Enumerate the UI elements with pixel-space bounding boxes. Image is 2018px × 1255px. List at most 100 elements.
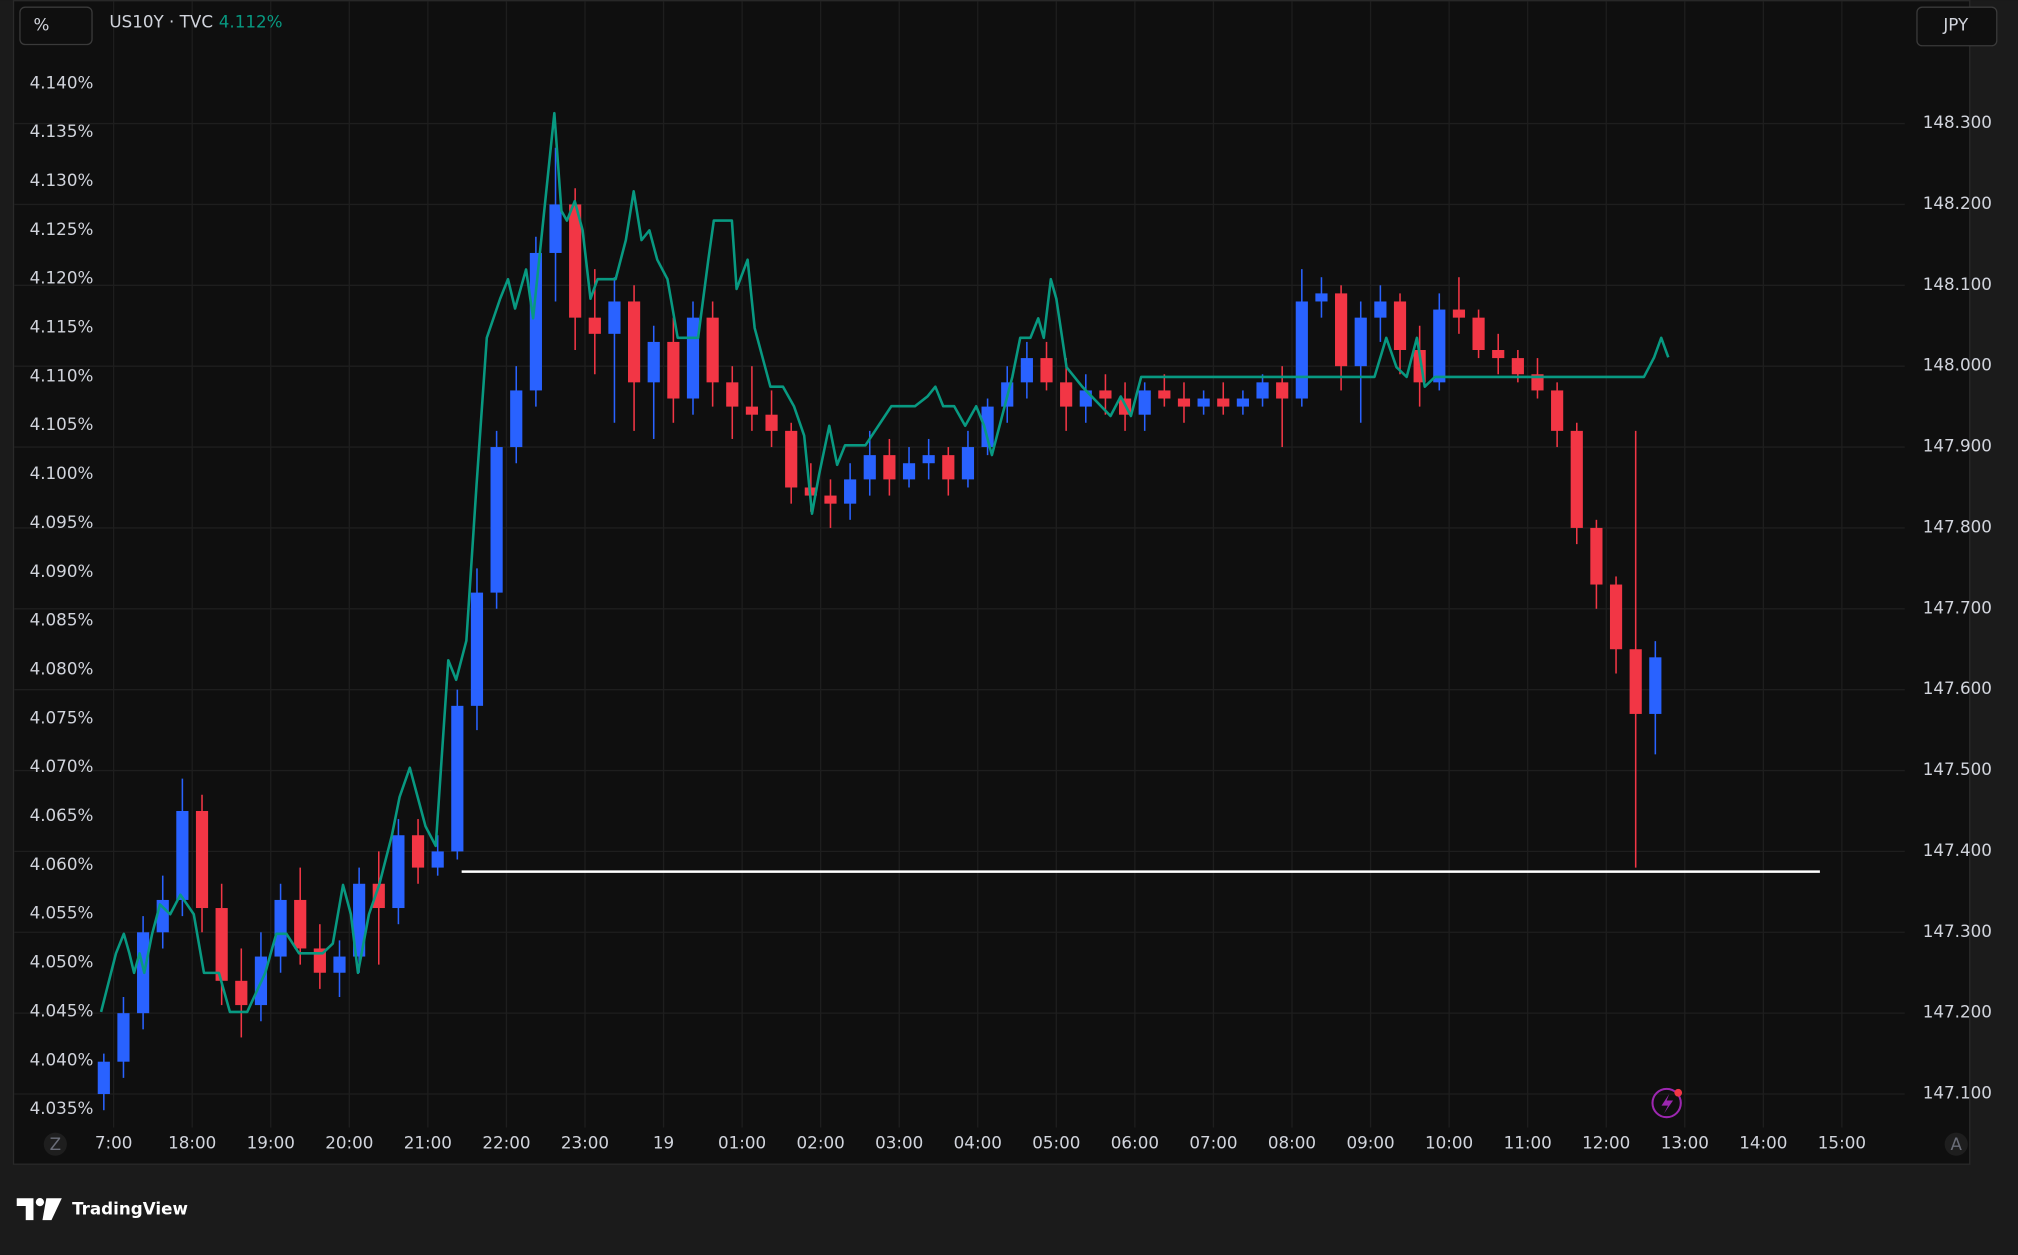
candle-body (922, 455, 935, 464)
y-tick-label: 4.105% (30, 414, 94, 434)
y-tick-label: 4.045% (30, 1000, 94, 1020)
x-tick-label: 02:00 (797, 1133, 845, 1153)
x-tick-label: 05:00 (1032, 1133, 1080, 1153)
candle-body (235, 980, 248, 1006)
chart-panel (12, 0, 1971, 1165)
x-tick-label: 07:00 (1189, 1133, 1237, 1153)
y2-tick-label: 148.000 (1923, 355, 1992, 375)
candle-body (745, 406, 759, 415)
candle-body (1551, 390, 1564, 431)
currency-label: JPY (1942, 14, 1969, 34)
candle-body (1099, 390, 1112, 399)
x-tick-label: 14:00 (1739, 1133, 1787, 1153)
candle-body (608, 301, 621, 334)
y-tick-label: 4.075% (30, 707, 94, 727)
candle-body (1472, 317, 1485, 350)
candle-body (470, 592, 484, 706)
candle-body (195, 810, 209, 909)
candle-body (1433, 309, 1446, 383)
y-tick-label: 4.065% (30, 805, 94, 825)
candle-body (333, 956, 346, 973)
candle-body (411, 835, 425, 868)
candle-body (785, 430, 798, 488)
candle-body (529, 252, 542, 391)
candle-body (392, 835, 405, 909)
candle-body (1177, 398, 1191, 407)
candle-body (1217, 398, 1230, 407)
legend-value: 4.112% (219, 12, 283, 32)
y-tick-label: 4.050% (30, 952, 94, 972)
candle-body (706, 317, 719, 383)
x-tick-label: 21:00 (404, 1133, 452, 1153)
candle-body (824, 495, 837, 504)
auto-scale-button[interactable] (1944, 1132, 1968, 1156)
candle-body (1256, 382, 1269, 399)
candle-body (1492, 349, 1505, 359)
y-tick-label: 4.080% (30, 659, 94, 679)
candle-body (765, 414, 778, 431)
x-tick-label: 10:00 (1425, 1133, 1473, 1153)
alert-icon[interactable] (1651, 1087, 1683, 1119)
x-tick-label: 01:00 (718, 1133, 766, 1153)
candle-body (1276, 382, 1289, 399)
y2-tick-label: 147.400 (1923, 840, 1992, 860)
x-tick-label: 23:00 (561, 1133, 609, 1153)
candle-body (549, 204, 562, 253)
candle-body (883, 455, 896, 480)
candle-body (1060, 382, 1073, 407)
candle-body (294, 899, 307, 949)
candle-body (1138, 390, 1151, 415)
candle-body (451, 705, 464, 852)
x-tick-label: 19:00 (247, 1133, 295, 1153)
brand-logo (16, 1198, 62, 1221)
y-tick-label: 4.090% (30, 561, 94, 581)
candle-body (1335, 293, 1348, 367)
x-tick-label: 08:00 (1268, 1133, 1316, 1153)
y-tick-label: 4.130% (30, 170, 94, 190)
unit-button[interactable] (19, 6, 93, 46)
candle-body (981, 406, 994, 448)
candle-body (569, 204, 582, 318)
candle-body (902, 463, 916, 480)
candle-body (1236, 398, 1249, 407)
y-tick-label: 4.070% (30, 756, 94, 776)
x-tick-label: 04:00 (954, 1133, 1002, 1153)
candle-body (942, 455, 955, 480)
candle-body (1158, 390, 1171, 399)
candle-body (215, 908, 228, 981)
candle-body (156, 899, 169, 933)
candle-body (726, 382, 739, 407)
auto-scale-label: A (1951, 1134, 1963, 1154)
candle-body (1295, 301, 1308, 399)
y-tick-label: 4.085% (30, 610, 94, 630)
candle-body (1020, 358, 1033, 383)
candle-body (1590, 527, 1603, 585)
y2-tick-label: 147.500 (1923, 759, 1992, 779)
y2-tick-label: 147.200 (1923, 1002, 1992, 1022)
candle-body (176, 810, 189, 900)
candle-body (588, 317, 601, 334)
brand-name: TradingView (72, 1198, 188, 1218)
timezone-button[interactable] (43, 1132, 67, 1156)
candle-body (431, 851, 444, 868)
candle-body (353, 883, 366, 957)
candle-body (961, 447, 975, 480)
y-tick-label: 4.135% (30, 121, 94, 141)
y2-tick-label: 148.200 (1923, 193, 1992, 213)
y-tick-label: 4.125% (30, 219, 94, 239)
candle-body (627, 301, 641, 383)
candle-body (1315, 293, 1328, 302)
candle-body (97, 1061, 110, 1095)
y2-tick-label: 147.800 (1923, 516, 1992, 536)
currency-button[interactable] (1916, 6, 1998, 47)
candle-body (117, 1013, 130, 1062)
x-tick-label: 03:00 (875, 1133, 923, 1153)
candle-body (274, 899, 287, 957)
x-tick-label: 19 (653, 1133, 674, 1153)
unit-label: % (33, 14, 49, 34)
candle-body (1393, 301, 1407, 350)
x-tick-label: 7:00 (95, 1133, 133, 1153)
x-tick-label: 22:00 (482, 1133, 530, 1153)
